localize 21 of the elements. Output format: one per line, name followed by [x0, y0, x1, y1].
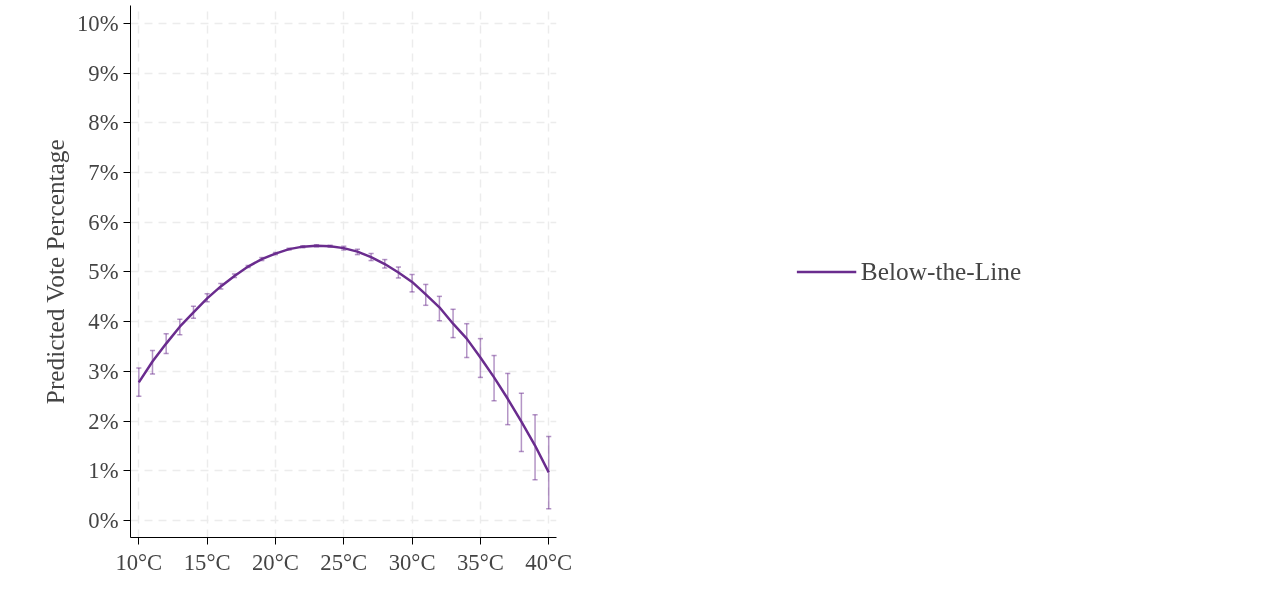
y-tick-label: 7%	[88, 160, 119, 186]
y-tick-label: 9%	[88, 60, 119, 86]
y-tick-label: 4%	[88, 309, 119, 335]
x-tick-label: 30°C	[388, 549, 436, 575]
y-tick-label: 5%	[88, 259, 119, 285]
x-tick-label: 10°C	[115, 549, 163, 575]
x-tick-label: 35°C	[456, 549, 504, 575]
legend-label: Below-the-Line	[860, 256, 1022, 286]
y-tick-label: 6%	[88, 209, 119, 235]
x-tick-label: 20°C	[252, 549, 299, 575]
line-series	[137, 244, 550, 474]
y-tick-label: 2%	[88, 408, 119, 434]
y-tick-label: 3%	[88, 358, 119, 384]
y-axis-title: Predicted Vote Percentage	[40, 139, 69, 405]
y-tick-label: 8%	[88, 110, 119, 136]
x-tick-label: 40°C	[525, 549, 573, 575]
x-tick-label: 15°C	[183, 549, 231, 575]
y-tick-label: 0%	[88, 508, 119, 534]
x-tick-label: 25°C	[320, 549, 368, 575]
y-tick-label: 1%	[88, 458, 119, 484]
y-tick-label: 10%	[76, 10, 119, 36]
